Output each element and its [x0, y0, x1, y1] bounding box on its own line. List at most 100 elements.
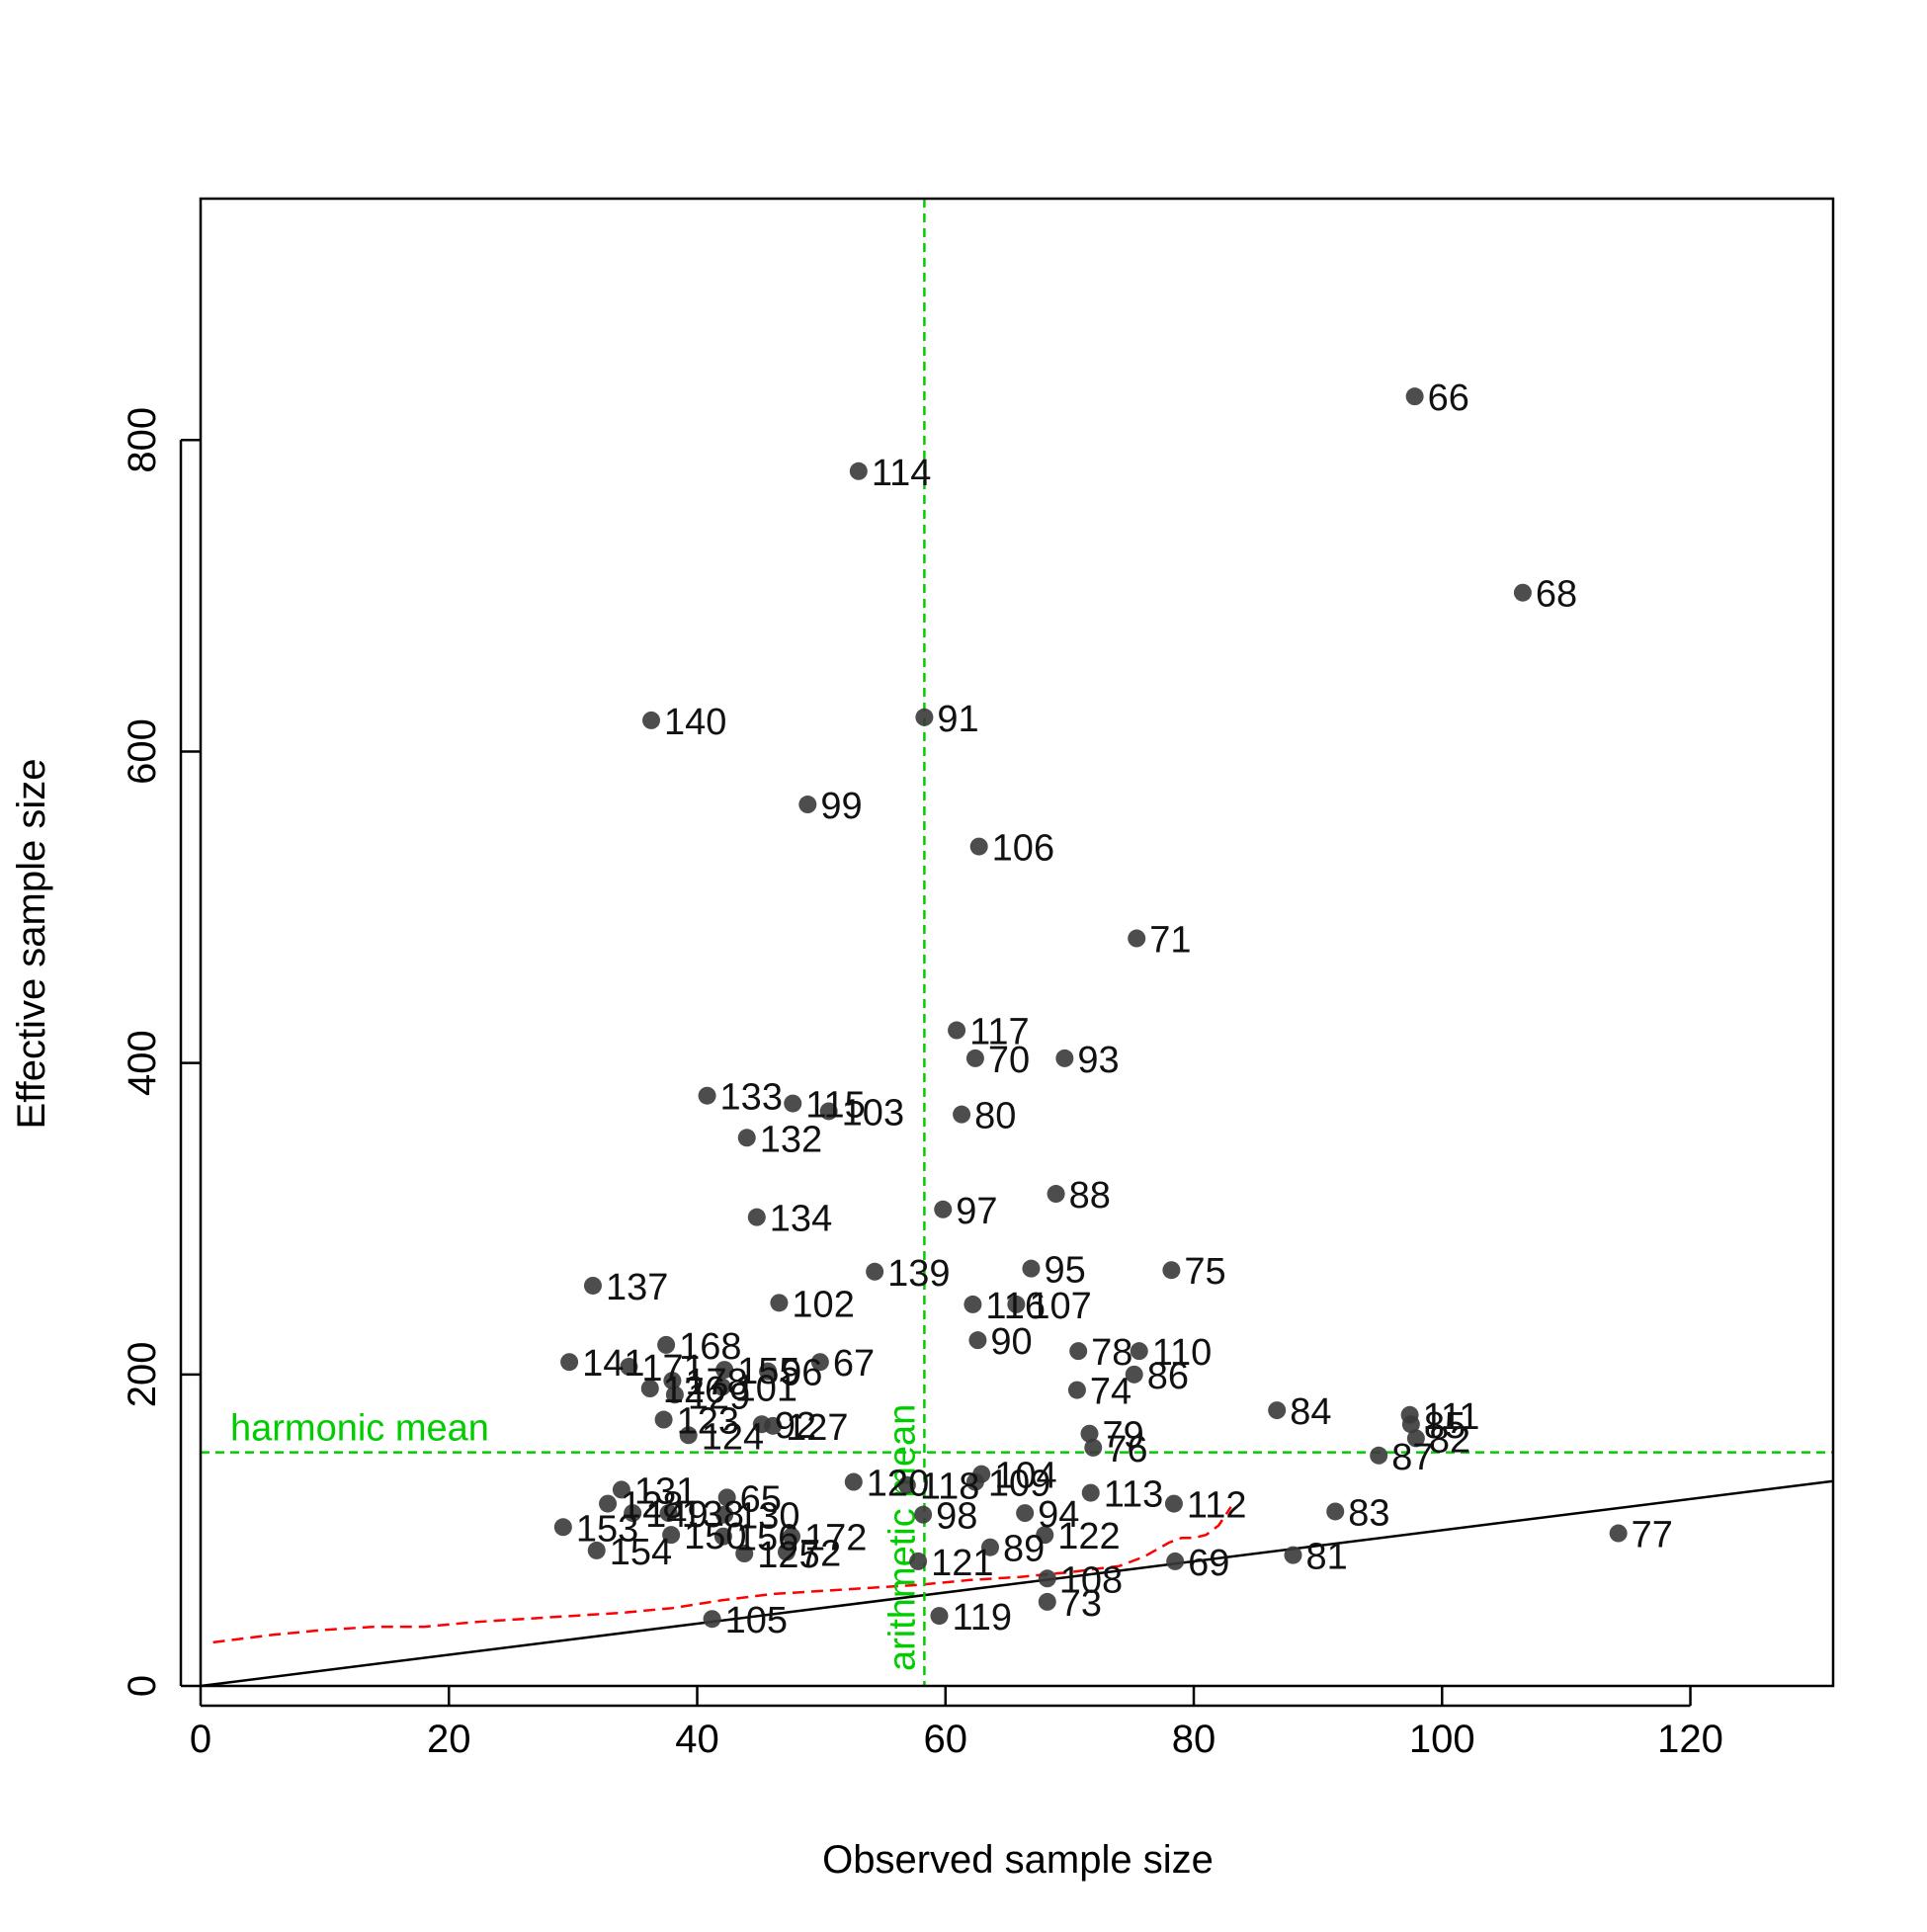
data-point — [914, 1505, 933, 1524]
data-point-label: 129 — [688, 1376, 750, 1417]
data-point-label: 153 — [576, 1508, 638, 1550]
data-point — [965, 1049, 984, 1067]
data-point — [1081, 1483, 1100, 1502]
data-point — [703, 1610, 721, 1629]
data-point-label: 89 — [1003, 1529, 1045, 1570]
data-point — [1268, 1401, 1287, 1420]
data-point — [620, 1357, 638, 1376]
data-point — [1609, 1524, 1628, 1543]
data-point-label: 114 — [872, 453, 932, 494]
data-point — [560, 1353, 579, 1372]
data-point — [1069, 1342, 1088, 1361]
y-tick-label: 200 — [121, 1341, 164, 1407]
data-point — [698, 1086, 716, 1105]
data-point-label: 133 — [720, 1077, 783, 1119]
data-point-label: 122 — [1057, 1516, 1120, 1557]
harmonic-mean-label: harmonic mean — [230, 1408, 489, 1450]
data-point — [844, 1472, 863, 1491]
data-point-label: 96 — [781, 1353, 822, 1394]
data-point-label: 90 — [990, 1321, 1032, 1363]
data-point — [1128, 929, 1146, 948]
data-point-label: 99 — [820, 786, 862, 827]
data-point — [1326, 1502, 1345, 1521]
data-point — [1164, 1494, 1183, 1513]
data-point-label: 86 — [1147, 1356, 1189, 1397]
data-point-label: 67 — [833, 1343, 875, 1385]
data-point — [712, 1378, 731, 1396]
data-point-label: 124 — [702, 1416, 764, 1458]
data-point-label: 115 — [805, 1085, 866, 1127]
data-point-label: 75 — [1184, 1251, 1225, 1293]
data-point-label: 128 — [621, 1485, 683, 1527]
data-point — [657, 1335, 676, 1354]
data-point-label: 94 — [1038, 1494, 1079, 1536]
data-point — [964, 1295, 982, 1313]
data-point — [717, 1488, 736, 1507]
data-point-label: 168 — [679, 1326, 741, 1368]
data-point-label: 172 — [804, 1518, 867, 1559]
data-point — [965, 1472, 984, 1491]
data-point — [915, 708, 934, 726]
data-point-label: 178 — [685, 1362, 747, 1403]
data-point — [1166, 1552, 1185, 1570]
data-point — [948, 1021, 966, 1040]
data-point — [1405, 387, 1424, 406]
x-tick-label: 20 — [427, 1718, 471, 1761]
y-tick-label: 600 — [121, 718, 164, 785]
data-point-label: 117 — [969, 1012, 1030, 1053]
data-point-label: 138 — [682, 1494, 744, 1536]
data-point-label: 139 — [887, 1253, 950, 1295]
data-point — [764, 1416, 783, 1435]
data-point — [624, 1504, 642, 1523]
y-tick-label: 0 — [121, 1675, 164, 1697]
plot-frame — [199, 197, 1835, 1688]
data-point — [810, 1353, 829, 1372]
data-point — [980, 1538, 999, 1556]
data-point-label: 91 — [937, 699, 978, 740]
data-point-label: 95 — [1044, 1250, 1085, 1292]
data-point-label: 79 — [1102, 1415, 1143, 1457]
data-point-label: 155 — [737, 1351, 799, 1392]
data-point — [798, 796, 817, 814]
x-tick-label: 100 — [1409, 1718, 1475, 1761]
data-point-label: 83 — [1348, 1492, 1389, 1534]
data-point-label: 78 — [1091, 1332, 1132, 1374]
data-point — [849, 462, 868, 480]
data-point-label: 66 — [1428, 378, 1469, 419]
data-point — [1055, 1049, 1074, 1067]
y-axis-title: Effective sample size — [10, 759, 53, 1130]
data-point — [1007, 1295, 1026, 1313]
data-point — [642, 711, 661, 729]
data-point-label: 134 — [770, 1199, 832, 1240]
data-point — [819, 1102, 838, 1121]
data-point-label: 68 — [1536, 574, 1577, 616]
data-point-label: 109 — [988, 1464, 1050, 1505]
data-point — [866, 1262, 884, 1281]
data-point-label: 93 — [1077, 1040, 1119, 1081]
arithmetic-mean-label: arithmetic mean — [881, 1404, 923, 1671]
data-point-label: 98 — [936, 1496, 977, 1538]
data-point — [934, 1200, 953, 1218]
data-point-label: 140 — [664, 702, 726, 743]
data-point — [784, 1094, 802, 1113]
data-point-label: 107 — [1029, 1286, 1091, 1327]
data-point — [1038, 1592, 1056, 1611]
data-point-label: 118 — [920, 1467, 980, 1508]
x-tick-label: 0 — [190, 1718, 211, 1761]
data-point-label: 76 — [1106, 1429, 1147, 1470]
x-tick-label: 40 — [675, 1718, 719, 1761]
data-point-label: 123 — [677, 1401, 739, 1443]
data-point — [587, 1541, 606, 1559]
data-point — [612, 1480, 630, 1499]
data-point-label: 81 — [1306, 1537, 1348, 1578]
data-point — [654, 1410, 673, 1429]
identity-line — [200, 1479, 1834, 1688]
data-point — [1162, 1261, 1181, 1280]
data-point — [930, 1607, 949, 1626]
data-point-label: 73 — [1060, 1583, 1102, 1625]
data-point-label: 171 — [641, 1348, 704, 1389]
data-point-label: 112 — [1187, 1485, 1247, 1527]
data-point-label: 106 — [992, 828, 1054, 870]
